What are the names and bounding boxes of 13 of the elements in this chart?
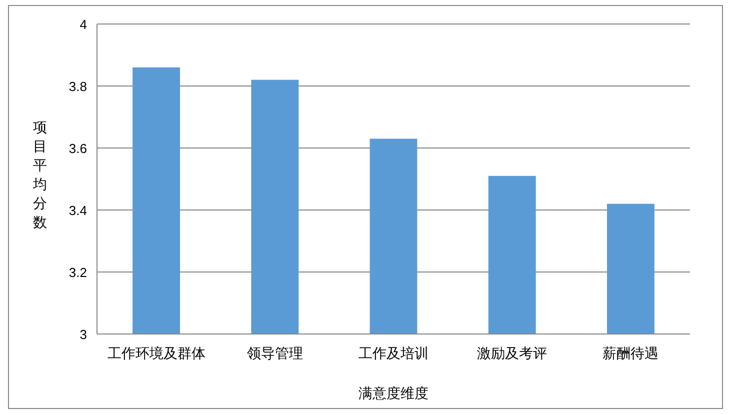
x-axis-title: 满意度维度	[358, 385, 428, 401]
y-tick-label: 3.6	[68, 141, 87, 156]
y-tick-label: 4	[80, 17, 87, 32]
y-axis-title: 项目平均分数	[32, 119, 47, 230]
y-tick-label: 3.4	[68, 203, 87, 218]
x-tick-label: 工作及培训	[358, 345, 428, 361]
x-tick-label: 领导管理	[246, 345, 303, 361]
y-tick-label: 3.8	[68, 79, 87, 94]
y-tick-label: 3.2	[68, 265, 87, 280]
x-tick-label: 工作环境及群体	[107, 345, 206, 361]
x-tick-label: 激励及考评	[477, 345, 548, 361]
y-tick-label: 3	[80, 327, 87, 342]
x-tick-label: 薪酬待遇	[602, 345, 659, 361]
